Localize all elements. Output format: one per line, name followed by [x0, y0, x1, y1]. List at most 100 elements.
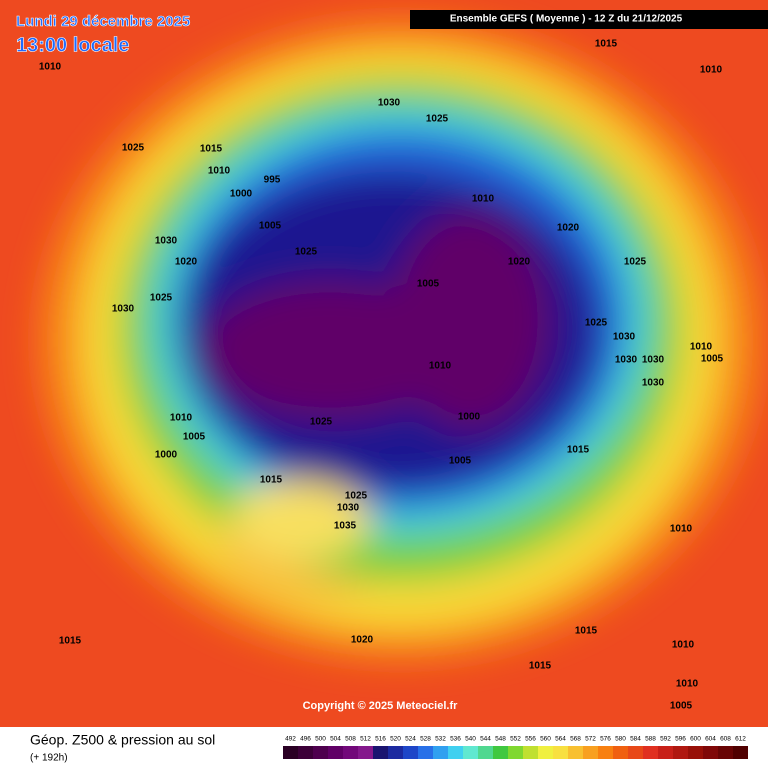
footer-lead: (+ 192h): [30, 753, 68, 764]
isobar-label: 1025: [624, 257, 647, 268]
scale-label: 552: [510, 736, 521, 743]
scale-label: 528: [420, 736, 431, 743]
isobar-label: 1015: [575, 626, 598, 637]
scale-label: 588: [645, 736, 656, 743]
isobar-label: 1030: [642, 378, 665, 389]
scale-swatch: [463, 746, 478, 759]
scale-swatch: [688, 746, 703, 759]
isobar-label: 1025: [585, 318, 608, 329]
isobar-label: 1025: [310, 417, 333, 428]
date: Lundi 29 décembre 2025: [16, 13, 190, 30]
isobar-label: 1010: [676, 679, 699, 690]
copyright: Copyright © 2025 Meteociel.fr: [303, 700, 459, 712]
color-scale: 492 496 500 504 508 512 516 520 524 528 532 536 540 5…: [283, 736, 748, 759]
isobar-label: 1010: [170, 413, 193, 424]
scale-label: 496: [300, 736, 311, 743]
scale-swatch: [583, 746, 598, 759]
isobar-label: 1010: [39, 62, 62, 73]
isobar-label: 1025: [122, 143, 145, 154]
scale-swatch: [673, 746, 688, 759]
isobar-label: 1035: [334, 521, 357, 532]
scale-label: 596: [675, 736, 686, 743]
isobar-label: 1015: [595, 39, 618, 50]
scale-label: 500: [315, 736, 326, 743]
scale-label: 504: [330, 736, 341, 743]
isobar-label: 1020: [557, 223, 580, 234]
scale-label: 604: [705, 736, 716, 743]
scale-swatch: [358, 746, 373, 759]
isobar-label: 1005: [417, 279, 440, 290]
isobar-label: 1015: [260, 475, 283, 486]
isobar-label: 1000: [155, 450, 178, 461]
isobar-label: 1010: [670, 524, 693, 535]
scale-swatch: [733, 746, 748, 759]
scale-swatch: [523, 746, 538, 759]
isobar-label: 1020: [351, 635, 374, 646]
scale-label: 568: [570, 736, 581, 743]
scale-label: 516: [375, 736, 386, 743]
isobar-label: 1005: [670, 701, 693, 712]
scale-label: 560: [540, 736, 551, 743]
scale-label: 520: [390, 736, 401, 743]
isobar-label: 1000: [458, 412, 481, 423]
scale-swatch: [388, 746, 403, 759]
scale-label: 584: [630, 736, 641, 743]
scale-swatch: [553, 746, 568, 759]
scale-label: 580: [615, 736, 626, 743]
isobar-label: 1005: [449, 456, 472, 467]
model-title: Ensemble GEFS ( Moyenne ) - 12 Z du 21/1…: [450, 14, 683, 25]
isobar-label: 1025: [345, 491, 368, 502]
scale-swatch: [658, 746, 673, 759]
isobar-label: 1030: [642, 355, 665, 366]
isobar-label: 1015: [59, 636, 82, 647]
scale-label: 540: [465, 736, 476, 743]
scale-swatch: [508, 746, 523, 759]
scale-label: 492: [285, 736, 296, 743]
isobar-label: 1020: [508, 257, 531, 268]
scale-swatch: [568, 746, 583, 759]
scale-swatch: [313, 746, 328, 759]
isobar-label: 1010: [690, 342, 713, 353]
scale-label: 556: [525, 736, 536, 743]
scale-swatch: [478, 746, 493, 759]
isobar-label: 1030: [615, 355, 638, 366]
scale-label: 576: [600, 736, 611, 743]
isobar-label: 1000: [230, 189, 253, 200]
scale-swatch: [598, 746, 613, 759]
isobar-label: 1025: [426, 114, 449, 125]
scale-swatch: [613, 746, 628, 759]
scale-swatch: [448, 746, 463, 759]
scale-label: 612: [735, 736, 746, 743]
isobar-label: 1010: [208, 166, 231, 177]
scale-label: 608: [720, 736, 731, 743]
scale-swatch: [433, 746, 448, 759]
isobar-label: 1030: [155, 236, 178, 247]
scale-swatch: [283, 746, 298, 759]
isobar-label: 1010: [472, 194, 495, 205]
isobar-label: 1015: [567, 445, 590, 456]
scale-swatch: [403, 746, 418, 759]
scale-swatch: [298, 746, 313, 759]
scale-label: 572: [585, 736, 596, 743]
scale-label: 600: [690, 736, 701, 743]
scale-swatch: [493, 746, 508, 759]
isobar-label: 1005: [701, 354, 724, 365]
isobar-label: 1030: [378, 98, 401, 109]
scale-swatch: [628, 746, 643, 759]
isobar-label: 1015: [200, 144, 223, 155]
isobar-label: 1010: [429, 361, 452, 372]
isobar-label: 1025: [150, 293, 173, 304]
height-field: [40, 20, 760, 660]
isobar-label: 1005: [183, 432, 206, 443]
scale-swatch: [328, 746, 343, 759]
isobar-label: 1030: [112, 304, 135, 315]
isobar-label: 1005: [259, 221, 282, 232]
scale-swatch: [718, 746, 733, 759]
scale-swatch: [343, 746, 358, 759]
scale-label: 524: [405, 736, 416, 743]
scale-label: 532: [435, 736, 446, 743]
footer-title: Géop. Z500 & pression au sol: [30, 732, 215, 748]
scale-swatch: [373, 746, 388, 759]
